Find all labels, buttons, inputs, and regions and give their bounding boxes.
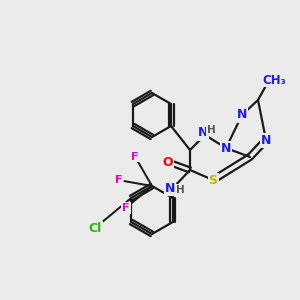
- Text: O: O: [163, 155, 173, 169]
- Text: Cl: Cl: [88, 221, 102, 235]
- Text: N: N: [221, 142, 231, 154]
- Text: S: S: [208, 173, 217, 187]
- Text: N: N: [165, 182, 175, 194]
- Text: CH₃: CH₃: [262, 74, 286, 86]
- Text: N: N: [237, 109, 247, 122]
- Text: F: F: [131, 152, 139, 162]
- Text: H: H: [176, 185, 184, 195]
- Text: H: H: [207, 125, 215, 135]
- Text: N: N: [261, 134, 271, 146]
- Text: F: F: [115, 175, 122, 185]
- Text: N: N: [198, 127, 208, 140]
- Text: F: F: [122, 203, 130, 213]
